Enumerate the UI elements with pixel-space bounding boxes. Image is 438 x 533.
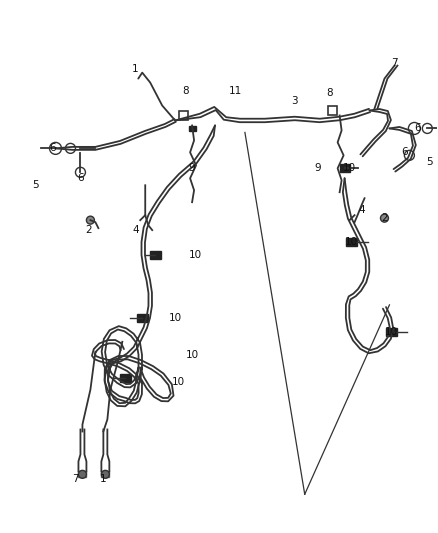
Bar (386, 328, 397, 336)
Text: 4: 4 (358, 205, 365, 215)
Text: 9: 9 (314, 163, 321, 173)
Text: 2: 2 (85, 225, 92, 235)
Bar (120, 374, 131, 382)
Text: 10: 10 (343, 163, 356, 173)
Bar (346, 238, 357, 246)
Bar (137, 314, 148, 322)
Text: 1: 1 (100, 474, 107, 484)
Bar (179, 111, 187, 120)
Text: 8: 8 (326, 87, 333, 98)
Bar (101, 471, 110, 478)
Text: 10: 10 (345, 237, 358, 247)
Bar (150, 251, 161, 259)
Text: 6: 6 (77, 173, 84, 183)
Bar (328, 106, 337, 115)
Text: 6: 6 (49, 143, 56, 154)
Circle shape (381, 214, 389, 222)
Text: 6: 6 (414, 124, 420, 133)
Text: 3: 3 (291, 95, 298, 106)
Text: 2: 2 (381, 213, 388, 223)
Circle shape (86, 216, 95, 224)
Text: 7: 7 (72, 474, 79, 484)
Bar (339, 164, 350, 172)
Text: 9: 9 (189, 163, 195, 173)
Text: 5: 5 (32, 180, 39, 190)
Text: 10: 10 (172, 377, 185, 386)
Text: 8: 8 (182, 86, 188, 95)
Text: 10: 10 (186, 350, 199, 360)
Text: 6: 6 (401, 147, 408, 157)
Bar (78, 471, 86, 478)
Text: 4: 4 (132, 225, 138, 235)
Text: 5: 5 (426, 157, 433, 167)
Text: 7: 7 (391, 58, 398, 68)
Text: 11: 11 (228, 86, 242, 95)
Text: 10: 10 (188, 250, 201, 260)
Text: 10: 10 (385, 327, 398, 337)
Text: 10: 10 (169, 313, 182, 323)
Text: 1: 1 (132, 63, 138, 74)
Bar (189, 126, 196, 131)
